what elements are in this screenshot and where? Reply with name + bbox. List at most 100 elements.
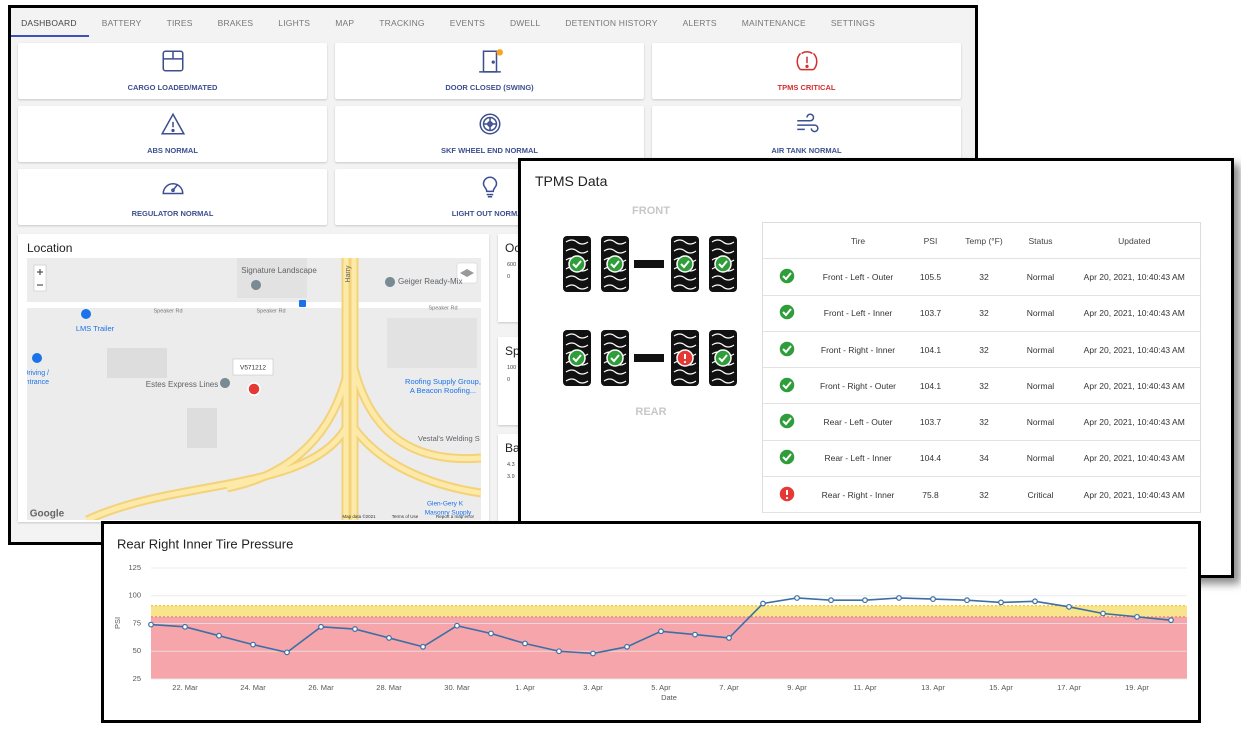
y-tick-label: 125 [128,563,141,572]
nav-tab[interactable]: TRACKING [379,18,425,28]
table-row: Rear - Right - Inner 75.8 32 Critical Apr 20… [762,476,1201,514]
ok-icon [714,255,732,273]
data-point [964,597,970,604]
map[interactable]: Signature Landscape Geiger Ready-Mix Speak… [27,258,481,520]
status-tile[interactable]: CARGO LOADED/MATED [18,43,327,99]
tile-label: SKF WHEEL END NORMAL [441,146,538,155]
nav-tab[interactable]: SETTINGS [830,18,875,28]
map-label: Roofing Supply Group, [405,377,481,386]
nav-tab[interactable]: DASHBOARD [11,8,90,37]
data-point [658,628,664,635]
status-icon [778,339,796,358]
nav-tab[interactable]: DETENTION HISTORY [565,18,658,28]
nav-tab[interactable]: LIGHTS [278,18,311,28]
ok-icon [778,376,796,394]
table-cell: 104.1 [905,367,956,405]
chart-title: Rear Right Inner Tire Pressure [117,536,293,551]
icon-check [782,272,792,281]
nav-tab[interactable]: MAINTENANCE [741,18,806,28]
nav-tab[interactable]: DWELL [509,18,541,28]
table-cell: 32 [955,331,1013,369]
nav-tab[interactable]: EVENTS [449,18,485,28]
ok-icon [568,349,586,367]
map-graphic [187,408,217,448]
icon-check [610,260,620,269]
map-graphic [232,358,274,376]
table-cell: Normal [1012,258,1069,296]
table-cell: 32 [955,367,1013,405]
axis-tick: 0 [507,274,511,280]
status-tile[interactable]: DOOR CLOSED (SWING) [335,43,644,99]
status-tile[interactable]: SKF WHEEL END NORMAL [335,106,644,162]
icon-dot [785,496,788,499]
status-icon-cell [762,403,811,441]
nav-tab[interactable]: BRAKES [217,18,254,28]
ok-icon [778,339,796,358]
table-cell: Apr 20, 2021, 10:40:43 AM [1068,331,1201,369]
map-label: Vestal's Welding S [418,434,480,443]
tread [565,342,589,348]
ok-icon [606,349,624,367]
table-cell: Rear - Right - Inner [810,476,906,514]
tread [711,284,735,290]
icon-check [782,308,792,317]
front-label: FRONT [632,205,670,217]
x-tick-label: 19. Apr [1125,683,1149,692]
table-cell: Front - Left - Inner [810,295,906,332]
table-cell: Apr 20, 2021, 10:40:43 AM [1068,295,1201,332]
status-tile[interactable]: ABS NORMAL [18,106,327,162]
table-cell: Front - Left - Outer [810,258,906,296]
data-point [624,643,630,650]
data-point [284,649,290,656]
table-cell: 104.1 [905,331,956,369]
data-point [522,640,528,647]
tread [565,239,589,245]
nav-tab[interactable]: MAP [335,18,355,28]
nav-tab[interactable]: ALERTS [682,18,717,28]
data-point [386,635,392,641]
map-graphic [460,269,474,277]
data-point [148,621,154,628]
panel-title: Location [27,241,73,255]
nav-tab[interactable]: TIRES [166,18,193,28]
status-icon-cell [762,440,811,478]
tread [603,239,627,245]
x-tick-label: 24. Mar [240,683,266,692]
status-icon [778,448,796,467]
tread [603,342,627,348]
tread [711,333,735,339]
table-row: Front - Left - Outer 105.5 32 Normal Apr 20,… [762,258,1201,296]
tread [673,284,697,290]
table-cell: Rear - Left - Outer [810,403,906,441]
data-point [896,595,902,601]
status-tile[interactable]: TPMS CRITICAL [652,43,961,99]
y-axis-label: PSI [113,617,122,629]
ok-icon [778,448,796,467]
tread [673,369,697,375]
ok-icon [778,303,796,321]
map-graphic [27,302,481,308]
data-point [488,630,494,637]
tread [603,275,627,281]
icon-check [610,354,620,363]
column-header: Status [1012,222,1069,260]
zoom-control[interactable] [33,264,47,292]
data-point [556,648,562,655]
ok-icon [606,255,624,273]
nav-tab[interactable]: BATTERY [101,18,142,28]
column-header: PSI [905,222,956,260]
tile-icon [162,182,184,195]
status-tile[interactable]: AIR TANK NORMAL [652,106,961,162]
x-tick-label: 26. Mar [308,683,334,692]
ok-icon [778,412,796,430]
icon-header [762,222,811,260]
status-tile[interactable]: REGULATOR NORMAL [18,169,327,225]
status-icon [778,303,796,321]
x-tick-label: 30. Mar [444,683,470,692]
x-tick-label: 13. Apr [921,683,945,692]
data-point [182,623,188,630]
table-cell: Front - Right - Outer [810,367,906,405]
status-icon [778,412,796,430]
y-tick-label: 100 [128,591,141,600]
tread [711,342,735,348]
